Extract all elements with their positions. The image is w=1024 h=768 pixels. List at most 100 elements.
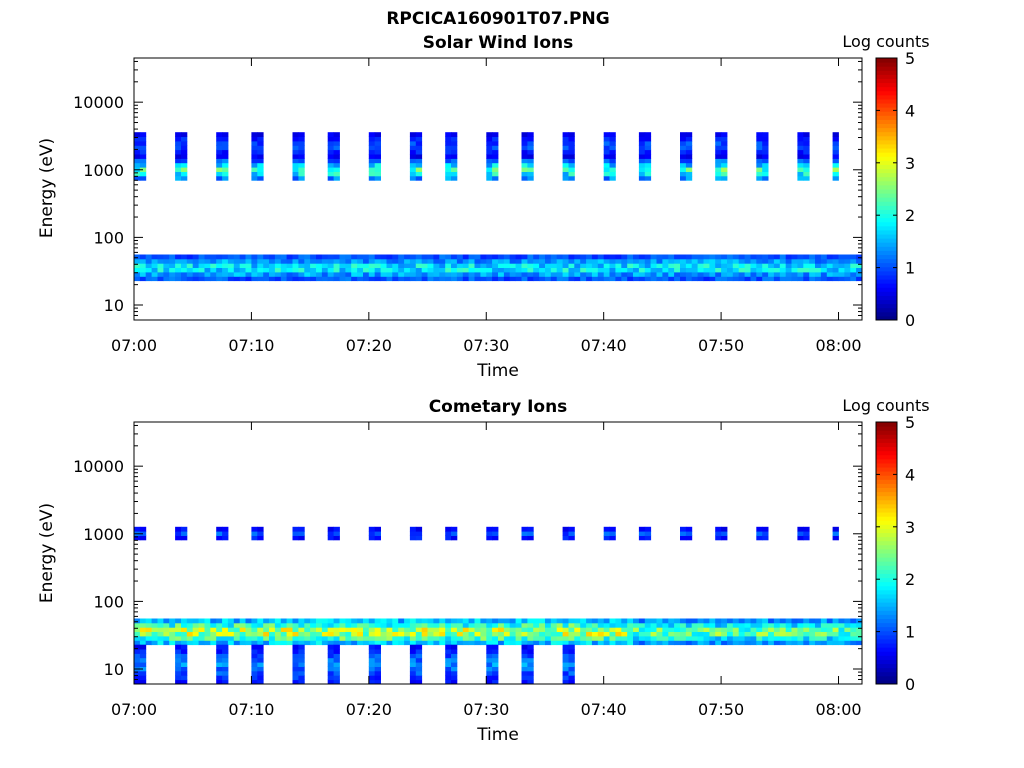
- cometary-colorbar-swatch: [876, 487, 897, 493]
- cometary-heatmap-cell: [680, 535, 687, 541]
- cometary-heatmap-cell: [216, 636, 223, 641]
- cometary-heatmap-cell: [310, 636, 317, 641]
- solar-wind-heatmap-cell: [316, 254, 323, 260]
- solar-wind-heatmap-cell: [832, 162, 839, 168]
- cometary-heatmap-cell: [251, 640, 258, 646]
- solar-wind-heatmap-cell: [656, 272, 663, 277]
- solar-wind-heatmap-cell: [591, 267, 599, 273]
- cometary-heatmap-cell: [163, 627, 170, 632]
- solar-wind-heatmap-cell: [644, 258, 652, 264]
- solar-wind-heatmap-cell: [768, 258, 775, 264]
- solar-wind-heatmap-cell: [368, 141, 376, 146]
- solar-wind-heatmap-cell: [451, 136, 458, 142]
- solar-wind-heatmap-cell: [680, 158, 687, 164]
- cometary-colorbar-swatch: [876, 458, 897, 464]
- cometary-heatmap-cell: [521, 631, 528, 637]
- cometary-heatmap-cell: [445, 640, 452, 646]
- cometary-heatmap-cell: [351, 631, 358, 637]
- solar-wind-heatmap-cell: [609, 154, 616, 159]
- cometary-heatmap-cell: [697, 618, 704, 624]
- cometary-heatmap-cell: [374, 636, 381, 641]
- cometary-heatmap-cell: [216, 644, 223, 650]
- cometary-heatmap-cell: [550, 622, 558, 628]
- cometary-heatmap-cell: [674, 622, 681, 628]
- cometary-colorbar-swatch: [876, 499, 897, 505]
- cometary-heatmap-cell: [685, 631, 693, 637]
- solar-wind-heatmap-cell: [597, 258, 605, 264]
- solar-wind-heatmap-cell: [210, 258, 217, 264]
- cometary-heatmap-cell: [239, 618, 246, 624]
- solar-wind-heatmap-cell: [468, 254, 475, 260]
- cometary-heatmap-cell: [492, 670, 499, 676]
- solar-wind-heatmap-cell: [715, 132, 722, 137]
- cometary-heatmap-cell: [339, 640, 346, 646]
- solar-wind-heatmap-cell: [456, 263, 464, 268]
- solar-wind-heatmap-cell: [744, 272, 751, 277]
- cometary-heatmap-cell: [826, 618, 834, 624]
- cometary-heatmap-cell: [691, 622, 698, 628]
- cometary-heatmap-cell: [591, 618, 599, 624]
- cometary-heatmap-cell: [374, 627, 381, 632]
- solar-wind-heatmap-cell: [515, 263, 522, 268]
- cometary-heatmap-cell: [738, 631, 745, 637]
- solar-wind-heatmap-cell: [627, 267, 634, 273]
- solar-wind-heatmap-cell: [498, 258, 505, 264]
- solar-wind-heatmap-cell: [175, 272, 182, 277]
- cometary-heatmap-cell: [204, 627, 211, 632]
- cometary-heatmap-cell: [480, 636, 487, 641]
- solar-wind-heatmap-cell: [186, 263, 194, 268]
- cometary-heatmap-cell: [574, 636, 581, 641]
- solar-wind-heatmap-cell: [644, 145, 652, 151]
- solar-wind-heatmap-cell: [327, 263, 334, 268]
- solar-wind-heatmap-cell: [527, 276, 534, 282]
- solar-wind-heatmap-cell: [715, 154, 722, 159]
- solar-wind-heatmap-cell: [750, 254, 757, 260]
- solar-wind-heatmap-cell: [856, 272, 863, 277]
- solar-wind-heatmap-cell: [762, 154, 769, 159]
- cometary-heatmap-cell: [134, 636, 141, 641]
- cometary-heatmap-cell: [721, 618, 728, 624]
- cometary-heatmap-cell: [527, 526, 534, 532]
- cometary-xtick-label: 07:30: [463, 700, 509, 719]
- cometary-heatmap-cell: [797, 640, 804, 646]
- solar-wind-heatmap-cell: [163, 272, 170, 277]
- solar-wind-heatmap-cell: [627, 254, 634, 260]
- solar-wind-heatmap-cell: [380, 276, 387, 282]
- solar-wind-heatmap-cell: [545, 276, 552, 282]
- cometary-heatmap-cell: [856, 631, 863, 637]
- cometary-heatmap-cell: [222, 622, 229, 628]
- cometary-heatmap-cell: [638, 622, 646, 628]
- cometary-heatmap-cell: [562, 535, 569, 541]
- solar-wind-heatmap-cell: [691, 267, 698, 273]
- cometary-heatmap-cell: [292, 662, 299, 667]
- solar-wind-heatmap-cell: [815, 258, 822, 264]
- cometary-heatmap-cell: [715, 640, 722, 646]
- cometary-heatmap-cell: [363, 618, 370, 624]
- cometary-heatmap-cell: [492, 618, 499, 624]
- cometary-heatmap-cell: [609, 636, 616, 641]
- cometary-heatmap-cell: [591, 622, 599, 628]
- solar-wind-heatmap-cell: [474, 263, 481, 268]
- cometary-heatmap-cell: [703, 631, 710, 637]
- cometary-heatmap-cell: [433, 627, 440, 632]
- cometary-heatmap-cell: [568, 622, 575, 628]
- cometary-heatmap-cell: [327, 526, 334, 532]
- cometary-heatmap-cell: [650, 636, 657, 641]
- solar-wind-heatmap-cell: [644, 263, 652, 268]
- cometary-heatmap-cell: [791, 627, 798, 632]
- solar-wind-heatmap-cell: [486, 145, 493, 151]
- cometary-heatmap-cell: [327, 644, 334, 650]
- cometary-colorbar-tick-label: 4: [905, 465, 915, 484]
- solar-wind-heatmap-cell: [756, 254, 763, 260]
- cometary-heatmap-cell: [439, 627, 446, 632]
- cometary-ytick-label: 10: [104, 660, 124, 679]
- solar-wind-heatmap-cell: [333, 167, 340, 172]
- cometary-heatmap-cell: [451, 679, 458, 685]
- solar-wind-heatmap-cell: [333, 272, 340, 277]
- solar-wind-heatmap-cell: [844, 258, 851, 264]
- solar-wind-heatmap-cell: [492, 132, 499, 137]
- solar-wind-heatmap-cell: [310, 276, 317, 282]
- solar-wind-heatmap-cell: [603, 175, 610, 181]
- solar-wind-heatmap-cell: [216, 136, 223, 142]
- cometary-heatmap-cell: [404, 627, 411, 632]
